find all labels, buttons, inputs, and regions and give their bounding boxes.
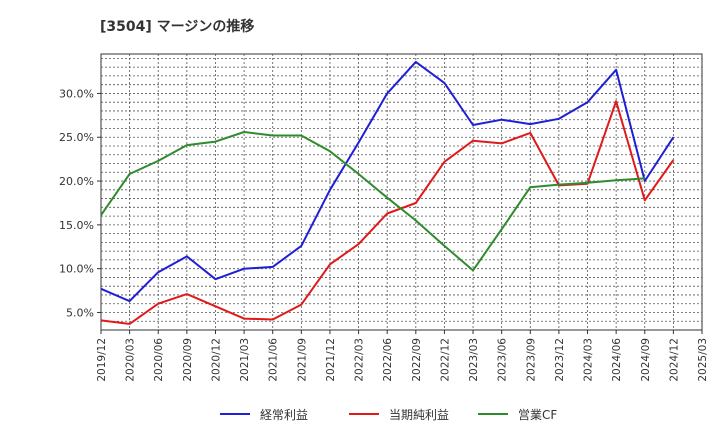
legend: 経常利益 当期純利益 営業CF (220, 408, 557, 422)
x-tick-label: 2022/03 (354, 338, 366, 382)
y-tick-label: 30.0% (59, 87, 94, 100)
x-tick-label: 2025/03 (697, 338, 709, 382)
x-tick-label: 2024/09 (640, 338, 652, 382)
grid-lines (101, 54, 702, 330)
x-tick-label: 2021/12 (325, 338, 337, 382)
x-tick-label: 2022/12 (439, 338, 451, 382)
chart-title: [3504] マージンの推移 (100, 18, 254, 35)
x-tick-label: 2020/06 (153, 338, 165, 382)
x-tick-label: 2021/06 (268, 338, 280, 382)
series-line-1 (100, 60, 675, 303)
x-tick-label: 2021/03 (239, 338, 251, 382)
series-line-3 (100, 131, 645, 272)
y-axis-ticks: 5.0% 10.0% 15.0% 20.0% 25.0% 30.0% (59, 87, 101, 319)
y-tick-label: 15.0% (59, 219, 94, 232)
x-tick-label: 2023/03 (468, 338, 480, 382)
x-axis-ticks: 2019/12 2020/03 2020/06 2020/09 2020/12 2021/… (96, 330, 709, 382)
x-tick-label: 2023/09 (525, 338, 537, 382)
y-tick-label: 10.0% (59, 263, 94, 276)
x-tick-label: 2019/12 (96, 338, 108, 382)
legend-label: 経常利益 (260, 408, 308, 422)
legend-label: 当期純利益 (389, 408, 449, 422)
series-lines (100, 60, 675, 325)
x-tick-label: 2022/06 (382, 338, 394, 382)
plot-area (100, 53, 703, 331)
x-tick-label: 2022/09 (411, 338, 423, 382)
y-tick-label: 25.0% (59, 131, 94, 144)
x-tick-label: 2020/09 (182, 338, 194, 382)
y-tick-label: 20.0% (59, 175, 94, 188)
x-tick-label: 2023/12 (554, 338, 566, 382)
x-tick-label: 2023/06 (497, 338, 509, 382)
x-tick-label: 2024/03 (583, 338, 595, 382)
x-tick-label: 2021/09 (296, 338, 308, 382)
y-tick-label: 5.0% (66, 306, 94, 319)
x-tick-label: 2020/03 (125, 338, 137, 382)
x-tick-label: 2024/06 (611, 338, 623, 382)
legend-label: 営業CF (518, 408, 557, 422)
plot-frame (100, 53, 703, 331)
x-tick-label: 2020/12 (210, 338, 222, 382)
x-tick-label: 2024/12 (668, 338, 680, 382)
